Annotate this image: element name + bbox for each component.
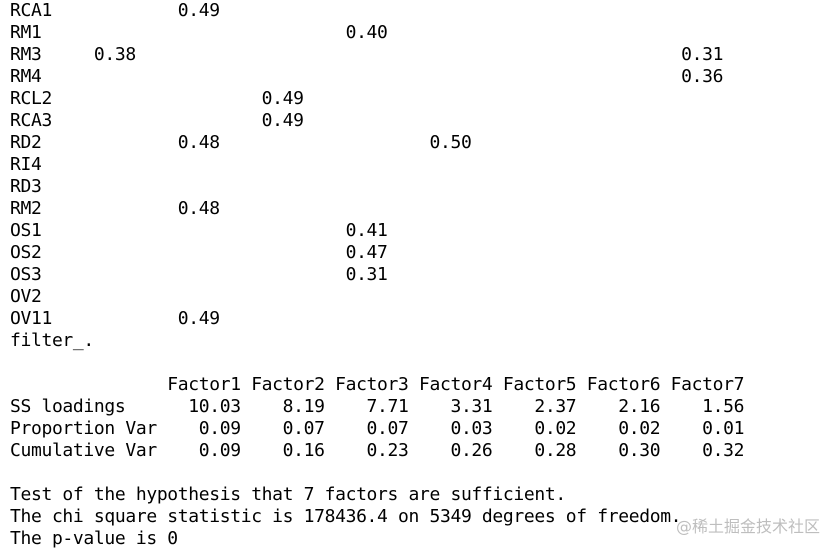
factor-header-line: Factor1 Factor2 Factor3 Factor4 Factor5 …	[10, 374, 745, 395]
chi-square-line: The chi square statistic is 178436.4 on …	[10, 506, 682, 527]
console-line: OV11 0.49	[10, 308, 220, 329]
console-line: RM1 0.40	[10, 22, 388, 43]
console-line	[10, 462, 744, 484]
console-line: RD2 0.48 0.50	[10, 132, 472, 153]
console-output: RCA1 0.49 RM1 0.40 RM3 0.38 0.31 RM4 0.36 RC…	[10, 0, 744, 550]
console-line: RD3	[10, 176, 42, 197]
console-line: OS3 0.31	[10, 264, 388, 285]
console-line: RM4 0.36	[10, 66, 724, 87]
console-line: filter_.	[10, 330, 94, 351]
console-line: RM3 0.38 0.31	[10, 44, 724, 65]
console-line: OV2	[10, 286, 42, 307]
watermark: @稀土掘金技术社区	[675, 517, 820, 536]
console-line: OS1 0.41	[10, 220, 388, 241]
proportion-var-line: Proportion Var 0.09 0.07 0.07 0.03 0.02 …	[10, 418, 745, 439]
console-line: RCL2 0.49	[10, 88, 304, 109]
console-line: RCA3 0.49	[10, 110, 304, 131]
console-line: RI4	[10, 154, 42, 175]
p-value-line: The p-value is 0	[10, 528, 178, 549]
hypothesis-line: Test of the hypothesis that 7 factors ar…	[10, 484, 566, 505]
ss-loadings-line: SS loadings 10.03 8.19 7.71 3.31 2.37 2.…	[10, 396, 745, 417]
cumulative-var-line: Cumulative Var 0.09 0.16 0.23 0.26 0.28 …	[10, 440, 745, 461]
console-line	[10, 352, 744, 374]
console-line: RM2 0.48	[10, 198, 220, 219]
console-line: RCA1 0.49	[10, 0, 220, 21]
console-line: OS2 0.47	[10, 242, 388, 263]
